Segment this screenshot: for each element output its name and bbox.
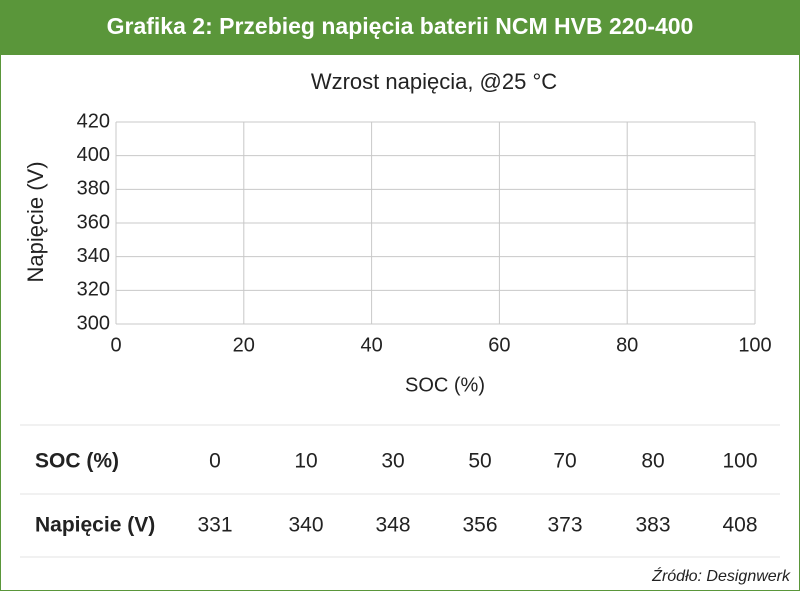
x-tick-label: 80 <box>616 334 638 356</box>
y-tick-label: 380 <box>77 178 110 200</box>
table-cell: 50 <box>468 450 491 473</box>
x-tick-label: 0 <box>110 334 121 356</box>
header-bar <box>0 0 800 55</box>
x-tick-label: 40 <box>360 334 382 356</box>
table-cell: 331 <box>197 514 232 537</box>
row-header: Napięcie (V) <box>35 514 155 537</box>
chart-title: Wzrost napięcia, @25 °C <box>311 69 557 94</box>
x-tick-label: 100 <box>738 334 771 356</box>
table-cell: 340 <box>288 514 323 537</box>
y-tick-label: 300 <box>77 312 110 334</box>
y-tick-label: 400 <box>77 144 110 166</box>
table-cell: 30 <box>381 450 404 473</box>
table-cell: 356 <box>462 514 497 537</box>
y-axis-label: Napięcie (V) <box>23 161 48 282</box>
table-cell: 10 <box>294 450 317 473</box>
table-cell: 408 <box>722 514 757 537</box>
table-cell: 383 <box>635 514 670 537</box>
source: Źródło: Designwerk <box>651 566 791 585</box>
x-tick-label: 60 <box>488 334 510 356</box>
header-title: Grafika 2: Przebieg napięcia baterii NCM… <box>107 13 694 39</box>
y-tick-label: 320 <box>77 279 110 301</box>
x-tick-label: 20 <box>233 334 255 356</box>
grid: 300 320 340 360 380 400 420 0 20 40 60 80 100 <box>77 110 772 356</box>
table: SOC (%) 0 10 30 50 70 80 100 Napięcie (V) 331 340 3… <box>20 424 780 558</box>
table-cell: 348 <box>375 514 410 537</box>
table-cell: 70 <box>553 450 576 473</box>
row-header: SOC (%) <box>35 450 119 473</box>
table-cell: 373 <box>547 514 582 537</box>
y-tick-label: 340 <box>77 245 110 267</box>
x-axis-label: SOC (%) <box>405 374 485 396</box>
table-cell: 100 <box>722 450 757 473</box>
table-cell: 80 <box>641 450 664 473</box>
y-tick-label: 420 <box>77 110 110 132</box>
y-tick-label: 360 <box>77 211 110 233</box>
table-cell: 0 <box>209 450 221 473</box>
